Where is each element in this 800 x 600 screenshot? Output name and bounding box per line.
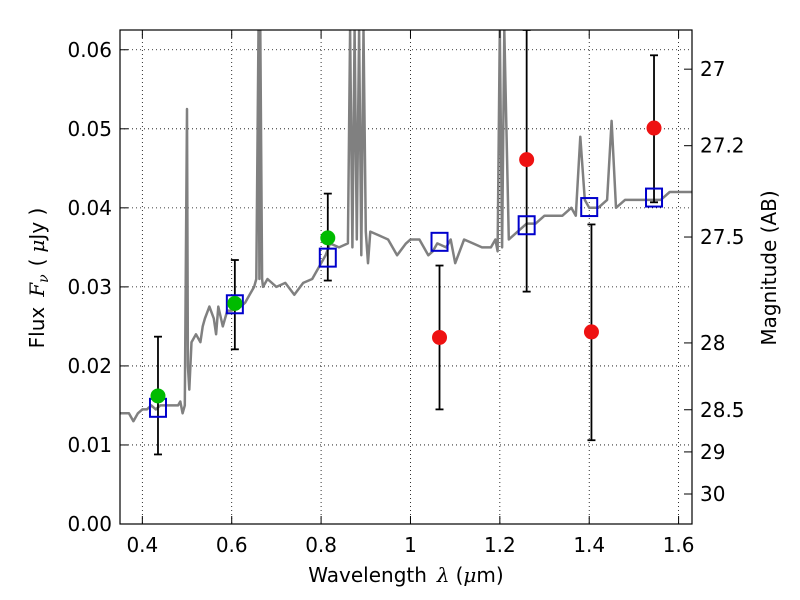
y-tick-label: 0.04 bbox=[67, 196, 112, 220]
model-points bbox=[148, 187, 664, 418]
y-tick-label: 0.06 bbox=[67, 38, 112, 62]
x-tick-label: 1.4 bbox=[573, 533, 605, 557]
y-tick-label: 0.03 bbox=[67, 275, 112, 299]
detection-point bbox=[150, 388, 166, 404]
y-tick-label: 0.02 bbox=[67, 354, 112, 378]
grid bbox=[120, 30, 692, 525]
plot-frame bbox=[119, 29, 693, 525]
low-sn-point bbox=[432, 329, 448, 345]
y2-tick-label: 29 bbox=[700, 440, 725, 464]
observed-points bbox=[150, 120, 662, 404]
y2-axis-ticks: 27 27.2 27.5 28 28.5 29 30 bbox=[684, 57, 745, 506]
low-sn-point bbox=[519, 152, 535, 168]
detection-point bbox=[320, 230, 336, 246]
x-tick-label: 1.6 bbox=[663, 533, 695, 557]
y2-tick-label: 28 bbox=[700, 331, 725, 355]
x-axis-label: Wavelength λ (μm) bbox=[308, 563, 503, 587]
x-tick-label: 0.8 bbox=[305, 533, 337, 557]
x-tick-label: 1 bbox=[404, 533, 417, 557]
y-axis-ticks: 0.00 0.01 0.02 0.03 0.04 0.05 0.06 bbox=[67, 38, 128, 536]
y2-axis-label: Magnitude (AB) bbox=[757, 190, 781, 345]
low-sn-point bbox=[646, 120, 662, 136]
model-point bbox=[225, 294, 244, 315]
y-axis-label: FluxFν(μJy ) bbox=[25, 208, 52, 349]
x-axis-ticks: 0.4 0.6 0.8 1 1.2 1.4 1.6 bbox=[126, 30, 695, 557]
y-tick-label: 0.00 bbox=[67, 512, 112, 536]
model-point bbox=[430, 231, 449, 252]
y2-tick-label: 28.5 bbox=[700, 398, 745, 422]
spectrum-line bbox=[120, 30, 692, 423]
x-tick-label: 0.4 bbox=[126, 533, 158, 557]
y2-tick-label: 27.2 bbox=[700, 134, 745, 158]
x-tick-label: 0.6 bbox=[216, 533, 248, 557]
model-point bbox=[517, 215, 536, 236]
y-tick-label: 0.01 bbox=[67, 433, 112, 457]
y2-tick-label: 30 bbox=[700, 482, 725, 506]
model-point bbox=[318, 247, 337, 268]
y-tick-label: 0.05 bbox=[67, 117, 112, 141]
y2-tick-label: 27 bbox=[700, 57, 725, 81]
x-tick-label: 1.2 bbox=[484, 533, 516, 557]
model-point bbox=[645, 187, 664, 208]
low-sn-point bbox=[583, 324, 599, 340]
detection-point bbox=[227, 295, 243, 311]
model-point bbox=[580, 197, 599, 218]
y2-tick-label: 27.5 bbox=[700, 225, 745, 249]
